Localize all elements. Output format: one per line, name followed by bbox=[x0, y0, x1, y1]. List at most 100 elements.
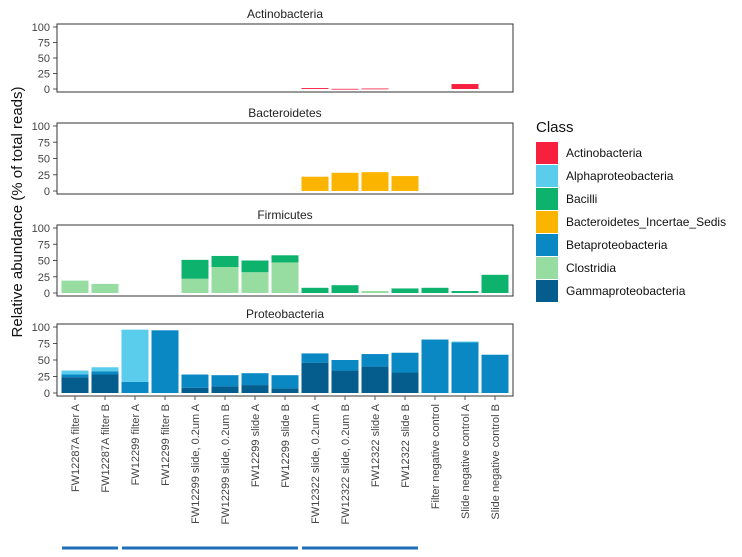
bar-segment bbox=[271, 262, 299, 293]
bar-segment bbox=[61, 377, 89, 393]
facet-title: Bacteroidetes bbox=[248, 106, 321, 120]
x-tick-label: FW12299 slide A bbox=[250, 403, 262, 487]
legend-swatch bbox=[536, 165, 558, 187]
y-tick-label: 100 bbox=[32, 22, 50, 34]
y-axis-label: Relative abundance (% of total reads) bbox=[9, 87, 26, 338]
legend-swatch bbox=[536, 188, 558, 210]
bar-segment bbox=[211, 375, 239, 387]
x-tick-label: FW12322 slide B bbox=[400, 404, 412, 488]
x-tick-label: FW12299 filter A bbox=[130, 403, 142, 485]
bar-segment bbox=[271, 375, 299, 389]
facet-title: Firmicutes bbox=[257, 208, 312, 222]
bar-segment bbox=[91, 367, 119, 372]
x-tick-label: FW12299 slide, 0.2um A bbox=[190, 403, 202, 524]
x-tick-label: FW12299 filter B bbox=[160, 404, 172, 486]
y-tick-label: 50 bbox=[38, 355, 50, 367]
legend-label: Clostridia bbox=[566, 261, 616, 275]
bar-segment bbox=[301, 287, 329, 293]
bar-segment bbox=[331, 360, 359, 371]
bar-segment bbox=[361, 354, 389, 367]
bar-segment bbox=[451, 291, 479, 293]
bar-segment bbox=[91, 371, 119, 375]
bar-segment bbox=[241, 260, 269, 273]
y-tick-label: 75 bbox=[38, 137, 50, 149]
panel-border bbox=[56, 224, 514, 297]
bar-segment bbox=[181, 259, 209, 279]
bar-segment bbox=[61, 374, 89, 378]
x-tick-label: FW12299 slide B bbox=[280, 404, 292, 488]
y-tick-label: 50 bbox=[38, 154, 50, 166]
x-tick-label: FW12299 slide, 0.2um B bbox=[220, 404, 232, 524]
bar-segment bbox=[151, 330, 179, 393]
legend-label: Alphaproteobacteria bbox=[566, 169, 674, 183]
y-tick-label: 75 bbox=[38, 339, 50, 351]
legend-swatch bbox=[536, 234, 558, 256]
bar-segment bbox=[121, 329, 149, 382]
bar-segment bbox=[271, 388, 299, 393]
y-tick-label: 100 bbox=[32, 121, 50, 133]
bar-segment bbox=[361, 291, 389, 293]
legend-title: Class bbox=[536, 119, 574, 136]
x-tick-label: FW12287A filter A bbox=[70, 403, 82, 492]
bar-segment bbox=[271, 255, 299, 263]
bar-segment bbox=[391, 176, 419, 191]
bar-segment bbox=[121, 381, 149, 393]
bar-segment bbox=[361, 88, 389, 90]
bar-segment bbox=[331, 370, 359, 393]
bar-segment bbox=[301, 362, 329, 393]
bar-segment bbox=[331, 172, 359, 191]
y-tick-label: 50 bbox=[38, 53, 50, 65]
bar-segment bbox=[181, 278, 209, 293]
y-tick-label: 0 bbox=[44, 388, 50, 400]
facet-title: Proteobacteria bbox=[246, 307, 324, 321]
x-tick-label: Filter negative control bbox=[430, 404, 442, 509]
legend-swatch bbox=[536, 257, 558, 279]
facet-panel: Proteobacteria 0 25 50 75 100 bbox=[32, 307, 514, 400]
y-tick-label: 25 bbox=[38, 272, 50, 284]
bar-segment bbox=[361, 366, 389, 393]
bar-segment bbox=[91, 283, 119, 293]
bar-segment bbox=[421, 339, 449, 393]
x-tick-label: Slide negative control B bbox=[490, 404, 502, 520]
x-tick-label: Slide negative control A bbox=[460, 403, 472, 519]
y-tick-label: 50 bbox=[38, 256, 50, 268]
bar-segment bbox=[451, 342, 479, 393]
x-tick-label: FW12287A filter B bbox=[100, 404, 112, 493]
y-tick-label: 25 bbox=[38, 69, 50, 81]
bar-segment bbox=[421, 287, 449, 293]
legend-label: Actinobacteria bbox=[566, 146, 642, 160]
bar-segment bbox=[391, 352, 419, 373]
y-tick-label: 75 bbox=[38, 38, 50, 50]
x-tick-label: FW12322 slide, 0.2um B bbox=[340, 404, 352, 524]
legend-label: Bacilli bbox=[566, 192, 597, 206]
y-tick-label: 75 bbox=[38, 239, 50, 251]
bar-segment bbox=[331, 88, 359, 90]
bar-segment bbox=[241, 373, 269, 386]
legend-label: Betaproteobacteria bbox=[566, 238, 668, 252]
facet-title: Actinobacteria bbox=[247, 7, 323, 21]
y-tick-label: 0 bbox=[44, 288, 50, 300]
bar-segment bbox=[301, 176, 329, 191]
legend-swatch bbox=[536, 211, 558, 233]
panel-border bbox=[56, 122, 514, 195]
x-tick-label: FW12322 slide A bbox=[370, 403, 382, 487]
x-tick-label: FW12322 slide, 0.2um A bbox=[310, 403, 322, 524]
bar-segment bbox=[301, 88, 329, 89]
bar-segment bbox=[61, 370, 89, 375]
legend-label: Gammaproteobacteria bbox=[566, 284, 686, 298]
bar-segment bbox=[451, 84, 479, 89]
legend-swatch bbox=[536, 280, 558, 302]
y-tick-label: 25 bbox=[38, 170, 50, 182]
bar-segment bbox=[91, 374, 119, 393]
bar-segment bbox=[481, 354, 509, 393]
y-tick-label: 100 bbox=[32, 223, 50, 235]
y-tick-label: 0 bbox=[44, 186, 50, 198]
bar-segment bbox=[241, 385, 269, 393]
bar-segment bbox=[181, 374, 209, 388]
bar-segment bbox=[301, 353, 329, 363]
bar-segment bbox=[331, 285, 359, 293]
bar-segment bbox=[211, 267, 239, 293]
legend: Class Actinobacteria Alphaproteobacteria Ba… bbox=[536, 119, 726, 302]
legend-swatch bbox=[536, 142, 558, 164]
legend-label: Bacteroidetes_Incertae_Sedis bbox=[566, 215, 726, 229]
